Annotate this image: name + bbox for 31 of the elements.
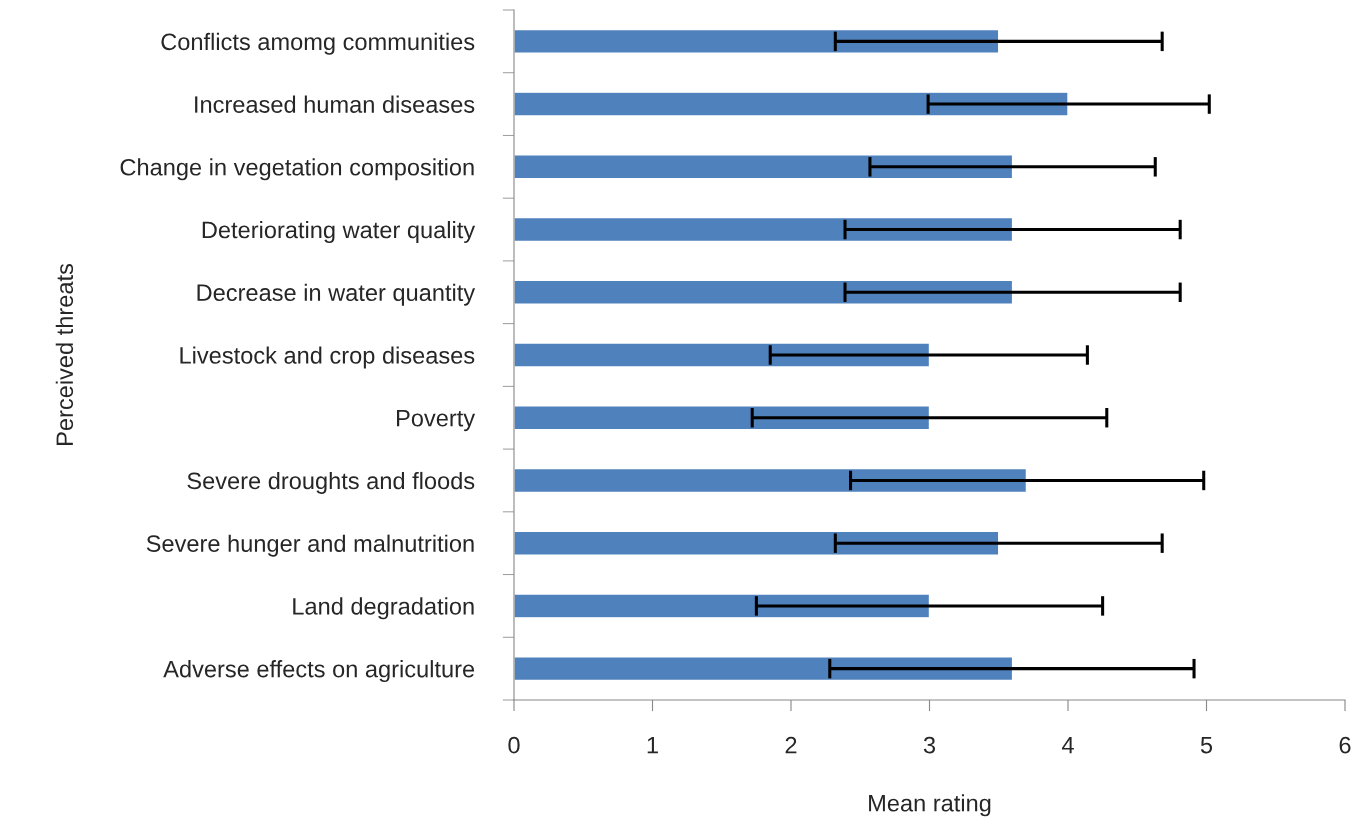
- x-tick-label: 3: [923, 736, 936, 754]
- x-tick-label: 4: [1061, 736, 1074, 754]
- y-axis-title: Perceived threats: [55, 263, 74, 445]
- bar: [514, 593, 931, 619]
- y-tick-label: Poverty: [397, 410, 476, 432]
- y-tick-label: Decrease in water quantity: [197, 283, 476, 306]
- bar: [514, 279, 1014, 305]
- x-tick-label: 5: [1200, 736, 1213, 754]
- bar: [514, 154, 1014, 180]
- bar: [514, 91, 1069, 117]
- bar: [514, 342, 931, 368]
- y-tick-label: Land degradation: [293, 597, 474, 620]
- y-tick-label: Severe droughts and floods: [187, 471, 475, 494]
- bar: [514, 216, 1014, 243]
- y-tick-label: Adverse effects on agriculture: [163, 660, 475, 683]
- bar: [514, 530, 1000, 556]
- x-tick-label: 6: [1339, 736, 1351, 754]
- x-tick-label: 2: [785, 736, 797, 754]
- y-tick-label: Conflicts amomg communities: [161, 32, 475, 55]
- y-tick-label: Deteriorating water quality: [202, 220, 476, 243]
- bar: [514, 656, 1014, 682]
- bar: [514, 28, 1000, 54]
- x-tick-label: 0: [508, 736, 520, 754]
- bar: [514, 405, 931, 431]
- y-tick-label: Change in vegetation composition: [120, 158, 474, 181]
- y-tick-label: Severe hunger and malnutrition: [146, 534, 474, 557]
- bar: [514, 467, 1028, 494]
- y-tick-label: Livestock and crop diseases: [180, 346, 475, 369]
- y-tick-label: Increased human diseases: [195, 95, 475, 113]
- x-tick-label: 1: [647, 736, 658, 754]
- x-axis-title: Mean rating: [869, 794, 991, 817]
